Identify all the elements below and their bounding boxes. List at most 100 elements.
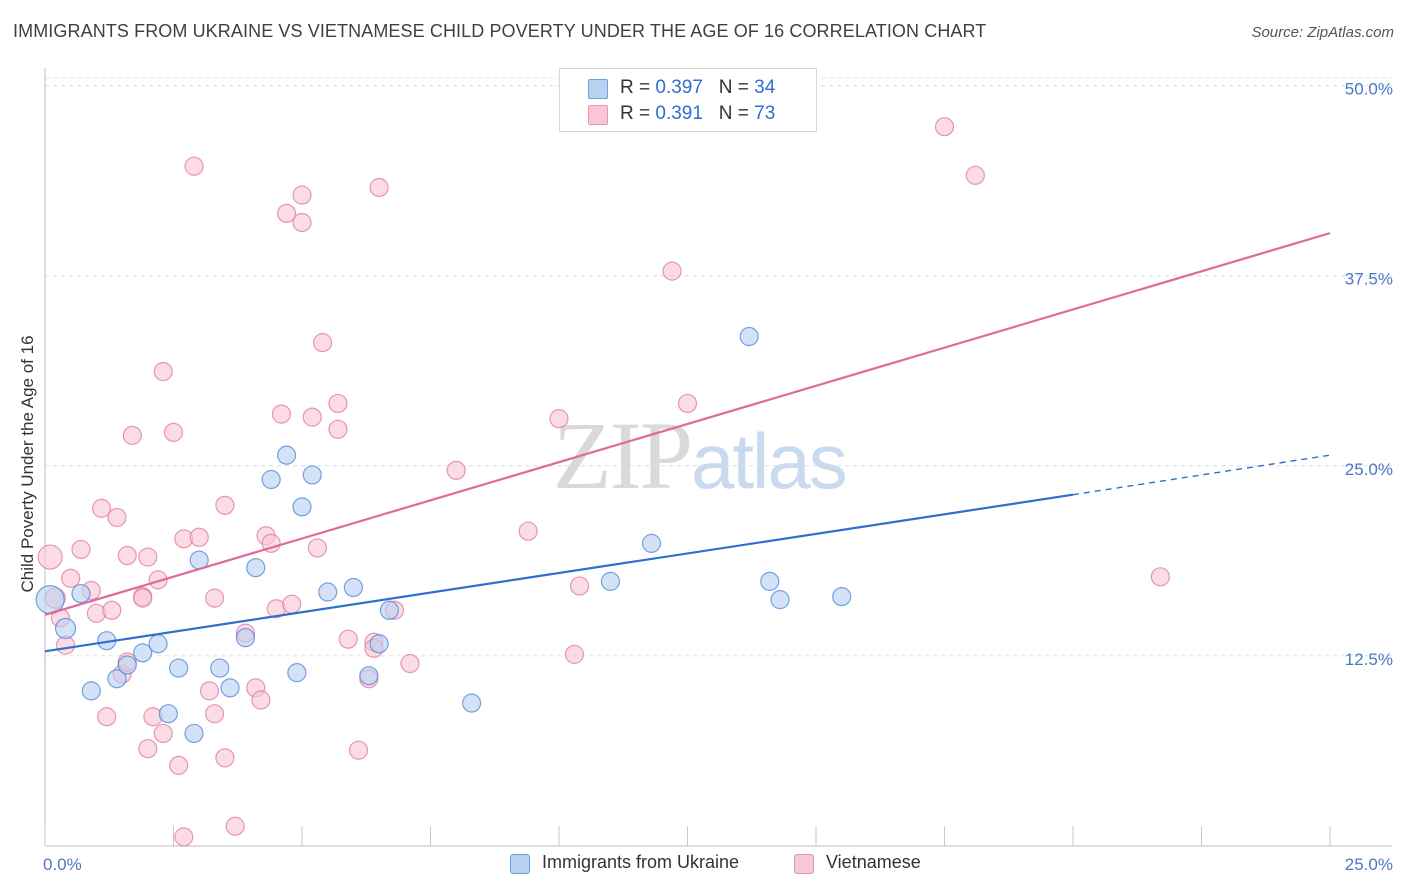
vietnamese-point (369, 177, 389, 198)
bottom-legend-swatch-vietnamese (794, 854, 814, 874)
ukraine-point (246, 558, 266, 578)
vietnamese-point (569, 576, 590, 596)
ukraine-trend-line (44, 493, 1074, 653)
ukraine-point (235, 628, 256, 648)
vietnamese-point (271, 404, 292, 424)
vietnamese-point (169, 755, 189, 775)
correlation-legend: R = 0.397 N = 34 R = 0.391 N = 73 (559, 68, 817, 132)
vietnamese-point (199, 681, 220, 701)
ukraine-point (292, 497, 312, 517)
legend-swatch-ukraine (588, 79, 608, 99)
ukraine-point (107, 669, 127, 689)
vietnamese-point (662, 261, 682, 281)
vietnamese-point (71, 539, 91, 560)
vietnamese-point (400, 653, 420, 674)
legend-n-label: N = (718, 103, 755, 124)
ukraine-point (184, 723, 204, 744)
ukraine-point (210, 658, 230, 678)
vietnamese-point (153, 723, 173, 744)
legend-n-label: N = (718, 77, 755, 98)
watermark-zip: ZIP (553, 402, 693, 509)
vietnamese-point (97, 707, 117, 727)
ukraine-point (71, 583, 91, 604)
vietnamese-point (677, 393, 698, 414)
y-tick-label: 25.0% (1345, 460, 1393, 479)
chart-source: Source: ZipAtlas.com (1251, 24, 1394, 41)
ukraine-point (158, 704, 178, 724)
vietnamese-point (307, 538, 328, 558)
ukraine-point (169, 658, 189, 678)
legend-r-label: R = (620, 103, 656, 124)
vietnamese-point (965, 165, 985, 185)
bottom-legend-swatch-ukraine (510, 854, 530, 874)
vietnamese-point (61, 568, 81, 588)
ukraine-point (641, 533, 662, 553)
vietnamese-point (312, 333, 333, 353)
y-tick-label: 50.0% (1345, 80, 1393, 99)
ukraine-point (220, 678, 240, 698)
ukraine-point (261, 469, 281, 490)
y-axis-label: Child Poverty Under the Age of 16 (18, 335, 37, 592)
ukraine-point (318, 582, 338, 602)
vietnamese-point (251, 690, 271, 710)
watermark-atlas: atlas (691, 417, 848, 505)
legend-n-value: 73 (754, 103, 776, 124)
vietnamese-point (91, 498, 112, 518)
vietnamese-point (215, 495, 235, 515)
bottom-legend-label-ukraine: Immigrants from Ukraine (542, 852, 740, 872)
vietnamese-point (328, 393, 348, 414)
vietnamese-point (276, 203, 297, 223)
ukraine-point (369, 634, 389, 654)
ukraine-point (343, 577, 363, 598)
vietnamese-point (205, 704, 225, 724)
vietnamese-point (215, 748, 235, 768)
ukraine-point (54, 617, 77, 640)
vietnamese-point (153, 361, 173, 382)
vietnamese-point (102, 600, 122, 620)
vietnamese-point (86, 603, 107, 623)
y-tick-label: 37.5% (1345, 270, 1393, 289)
label-layer: 12.5% 25.0% 37.5% 50.0% 0.0% 25.0% Child Pover… (18, 80, 1393, 874)
vietnamese-point (117, 545, 137, 566)
vietnamese-point (184, 156, 204, 176)
watermark: ZIPatlas (553, 400, 848, 511)
ukraine-point (739, 326, 759, 347)
vietnamese-point (148, 570, 168, 590)
vietnamese-point (446, 460, 466, 480)
ukraine-point (276, 445, 297, 465)
ukraine-point (81, 681, 101, 701)
legend-swatch-vietnamese (588, 105, 608, 125)
vietnamese-point (143, 707, 163, 727)
ukraine-point (359, 666, 379, 686)
bottom-legend-label-vietnamese: Vietnamese (826, 852, 921, 872)
legend-r-value: 0.391 (655, 103, 703, 124)
vietnamese-point (348, 740, 369, 760)
vietnamese-point (934, 117, 955, 137)
vietnamese-point (37, 544, 63, 570)
vietnamese-point (189, 527, 209, 547)
ukraine-point (770, 590, 790, 610)
vietnamese-point (138, 547, 158, 567)
vietnamese-point (1150, 567, 1170, 587)
vietnamese-point (292, 185, 312, 205)
vietnamese-point (174, 827, 194, 847)
ukraine-trend-extension (1072, 454, 1331, 496)
ukraine-point (832, 586, 852, 607)
y-tick-label: 12.5% (1345, 650, 1393, 669)
vietnamese-point (138, 739, 158, 759)
ukraine-point (600, 571, 621, 591)
vietnamese-point (564, 644, 585, 664)
legend-n-value: 34 (754, 77, 776, 98)
x-tick-label: 0.0% (43, 855, 82, 874)
vietnamese-point (225, 816, 245, 836)
vietnamese-point (107, 507, 127, 528)
ukraine-point (462, 693, 482, 713)
vietnamese-trend-line (44, 232, 1331, 616)
vietnamese-point (163, 422, 184, 442)
legend-r-value: 0.397 (655, 77, 703, 98)
ukraine-point (117, 655, 137, 675)
ukraine-point (760, 571, 780, 591)
vietnamese-point (122, 425, 142, 445)
legend-r-label: R = (620, 77, 656, 98)
vietnamese-point (328, 419, 348, 439)
